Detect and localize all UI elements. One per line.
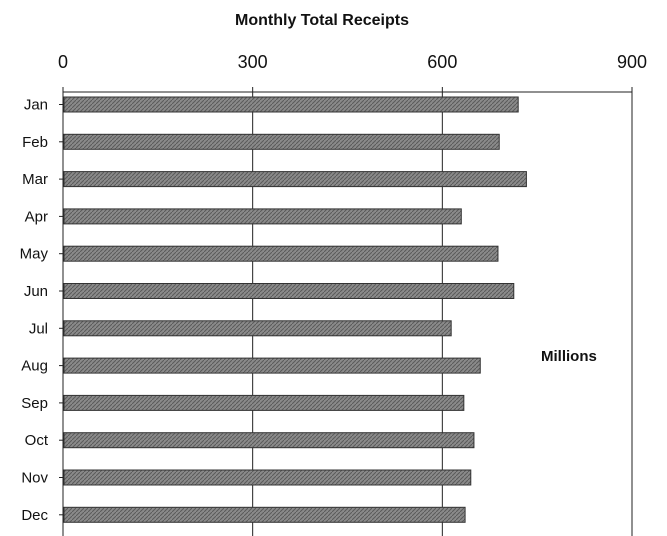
category-labels: Jan Feb Mar Apr May Jun Jul Aug Sep Oct Nov Dec [20,97,49,524]
x-tick-labels: 0 300 600 900 [58,52,647,72]
axis [59,91,632,536]
category-label: Jul [29,320,48,337]
category-label: Jun [24,283,48,300]
category-label: Mar [22,171,48,188]
axis-unit-label: Millions [541,348,597,365]
bars [63,96,527,523]
category-label: Apr [25,208,48,225]
bar-dec [63,506,466,523]
category-label: Nov [21,470,48,487]
bar-aug [63,357,481,374]
x-tick-label: 600 [427,52,457,72]
category-label: Feb [22,134,48,151]
x-tick-label: 300 [238,52,268,72]
x-tick-label: 0 [58,52,68,72]
category-label: Oct [25,432,49,449]
chart-title: Monthly Total Receipts [235,12,409,29]
bar-feb [63,133,500,150]
bar-jan [63,96,519,113]
bar-sep [63,394,465,411]
bar-mar [63,171,527,188]
category-label: Dec [21,507,48,524]
category-label: Sep [21,395,48,412]
bar-apr [63,208,462,225]
bar-jun [63,283,515,299]
category-label: Aug [21,358,48,375]
category-label: Jan [24,97,48,114]
x-tick-label: 900 [617,52,647,72]
bar-nov [63,469,472,486]
bar-oct [63,432,475,449]
category-label: May [20,246,49,263]
grid [62,87,633,536]
bar-may [63,245,499,262]
bar-jul [63,320,452,337]
